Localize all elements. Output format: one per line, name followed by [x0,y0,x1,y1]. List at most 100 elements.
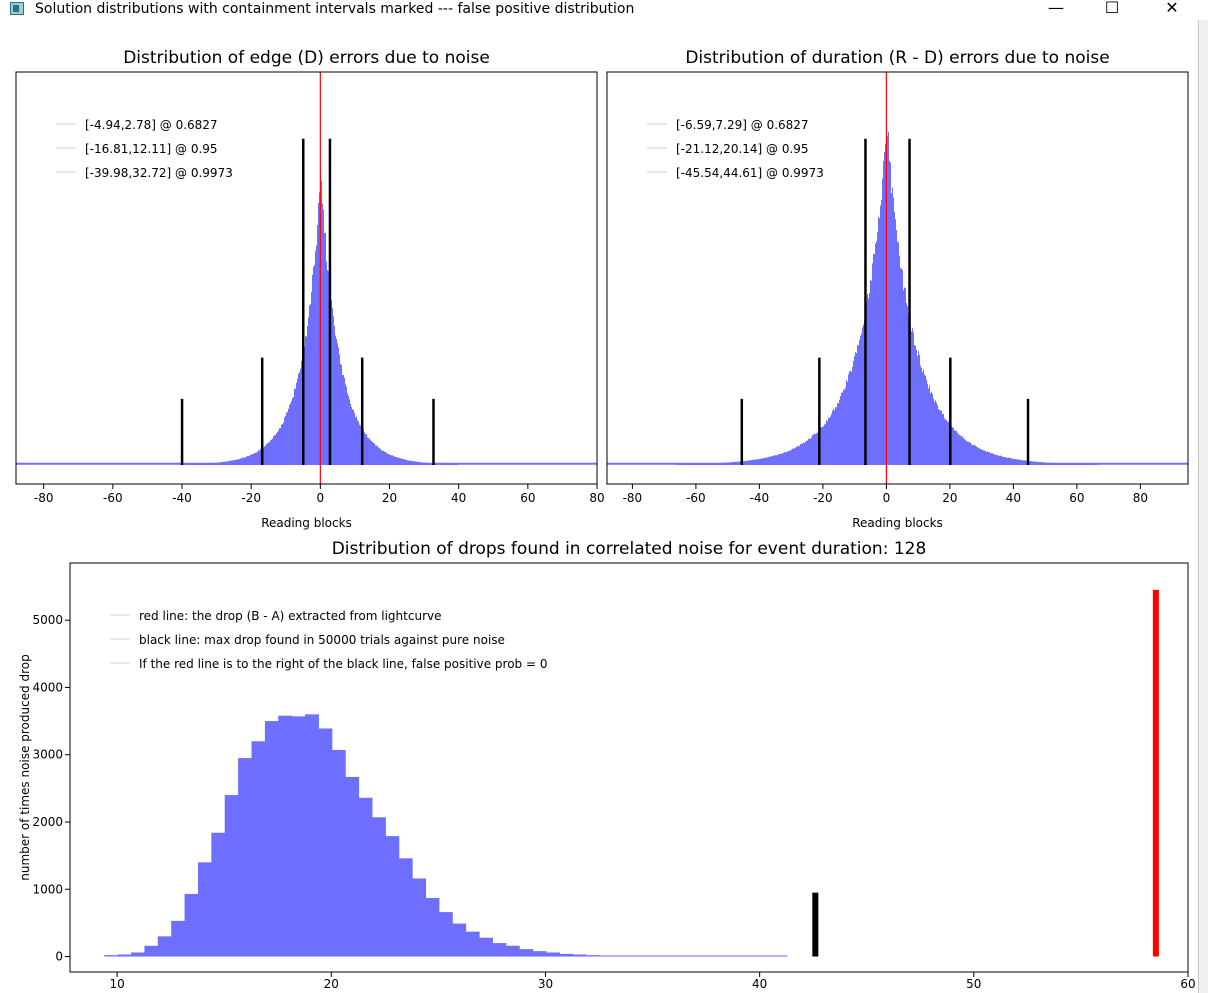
histogram-bar [795,447,796,465]
histogram-bar [850,371,851,465]
histogram-bar [1024,460,1025,465]
histogram-bar [705,464,706,465]
histogram-bar [824,425,825,465]
histogram-bar [232,460,233,465]
histogram-bar [357,420,358,465]
histogram-bar [1039,462,1040,465]
histogram-bar [327,270,328,465]
histogram-bar [804,443,805,465]
drop-distribution-chart: Distribution of drops found in correlate… [18,539,1196,991]
histogram-bar [799,446,800,465]
histogram-bar [353,410,354,465]
histogram-bar [830,417,831,465]
histogram-bar [777,455,778,465]
histogram-bar [384,452,385,465]
histogram-bar [957,433,958,465]
histogram-bar [927,384,928,465]
histogram-bar [801,444,802,465]
histogram-bar [231,460,232,465]
histogram-bar [389,455,390,465]
x-tick-label: 0 [883,491,891,505]
close-button[interactable]: ✕ [1149,0,1195,18]
histogram-bar [686,464,687,465]
histogram-bar [407,460,408,465]
histogram-bar [737,462,738,465]
histogram-bar [848,374,849,465]
histogram-bar [1072,464,1073,465]
histogram-bar [370,440,371,465]
histogram-bar [939,410,940,465]
histogram-bar [359,798,373,957]
histogram-bar [896,230,897,465]
histogram-bar [966,441,967,465]
histogram-bar [431,463,432,465]
histogram-bar [781,454,782,465]
histogram-bar [691,464,692,465]
histogram-bar [833,409,834,465]
histogram-bar [722,463,723,465]
histogram-bar [444,464,445,465]
histogram-bar [987,451,988,465]
histogram-bar [221,462,222,465]
histogram-bar [877,232,878,465]
x-tick-label: 20 [382,491,397,505]
histogram-bar [348,396,349,465]
histogram-bar [298,374,299,465]
histogram-bar [852,367,853,465]
histogram-bar [859,340,860,465]
histogram-bar [938,409,939,465]
histogram-bar [1070,464,1071,465]
histogram-bar [977,447,978,465]
x-tick-label: 60 [1069,491,1084,505]
histogram-bar [340,364,341,465]
histogram-bar [207,463,208,465]
histogram-bar [855,352,856,465]
histogram-bar [236,460,237,465]
histogram-bar [359,425,360,465]
histogram-bar [981,449,982,465]
histogram-bar [1086,464,1087,465]
edge-error-chart: Distribution of edge (D) errors due to n… [16,48,605,530]
histogram-bar [813,435,814,465]
histogram-bar [285,416,286,465]
histogram-bar [192,464,193,465]
histogram-bar [710,463,711,465]
histogram-bar [188,464,189,465]
histogram-bar [1083,464,1084,465]
histogram-bar [240,458,241,465]
histogram-bar [765,458,766,465]
histogram-bar [1006,457,1007,465]
histogram-bar [347,393,348,465]
histogram-bar [1021,460,1022,465]
histogram-bar [349,399,350,465]
histogram-bar [778,454,779,465]
histogram-bar [243,457,244,465]
histogram-bar [828,418,829,465]
histogram-bar [453,464,454,465]
histogram-bar [296,383,297,465]
histogram-bar [429,463,430,465]
histogram-bar [1018,460,1019,465]
histogram-bar [626,956,640,957]
histogram-bar [305,336,306,465]
histogram-bar [640,956,654,957]
histogram-bar [289,405,290,465]
histogram-bar [954,430,955,465]
histogram-bar [284,417,285,465]
histogram-bar [972,445,973,465]
histogram-bar [1058,463,1059,465]
histogram-bar [783,453,784,465]
histogram-bar [870,280,871,465]
histogram-bar [398,458,399,465]
histogram-bar [1035,462,1036,465]
histogram-bar [216,463,217,465]
histogram-bar [401,459,402,465]
minimize-button[interactable]: — [1033,0,1079,18]
histogram-bar [1080,464,1081,465]
histogram-bar [343,375,344,465]
histogram-bar [903,290,904,465]
legend-entry: [-6.59,7.29] @ 0.6827 [676,118,809,132]
maximize-button[interactable]: ☐ [1089,0,1135,18]
histogram-bar [224,462,225,465]
histogram-bar [214,463,215,465]
